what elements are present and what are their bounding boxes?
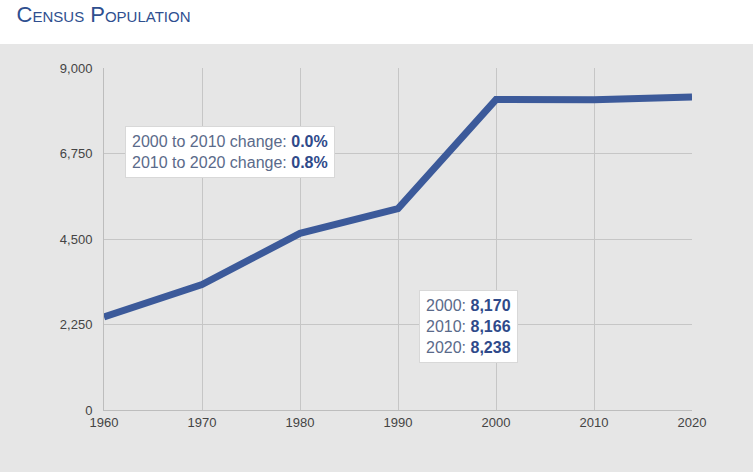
svg-text:2000: 2000 bbox=[482, 415, 511, 430]
svg-text:2020: 2020 bbox=[678, 415, 707, 430]
svg-text:1980: 1980 bbox=[286, 415, 315, 430]
svg-text:0: 0 bbox=[85, 403, 92, 418]
svg-text:6,750: 6,750 bbox=[60, 146, 93, 161]
svg-text:2000: 8,1702010: 8,1662020: 8,: 2000: 8,1702010: 8,1662020: 8,238 bbox=[426, 297, 511, 356]
svg-text:1990: 1990 bbox=[384, 415, 413, 430]
svg-text:9,000: 9,000 bbox=[60, 61, 93, 76]
svg-text:2000 to 2010 change: 0.0%2010: 2000 to 2010 change: 0.0%2010 to 2020 ch… bbox=[132, 133, 328, 171]
svg-text:1970: 1970 bbox=[188, 415, 217, 430]
svg-text:4,500: 4,500 bbox=[60, 232, 93, 247]
svg-text:Census Population: Census Population bbox=[17, 2, 191, 27]
svg-text:1960: 1960 bbox=[90, 415, 119, 430]
svg-text:2010: 2010 bbox=[580, 415, 609, 430]
svg-text:2,250: 2,250 bbox=[60, 317, 93, 332]
